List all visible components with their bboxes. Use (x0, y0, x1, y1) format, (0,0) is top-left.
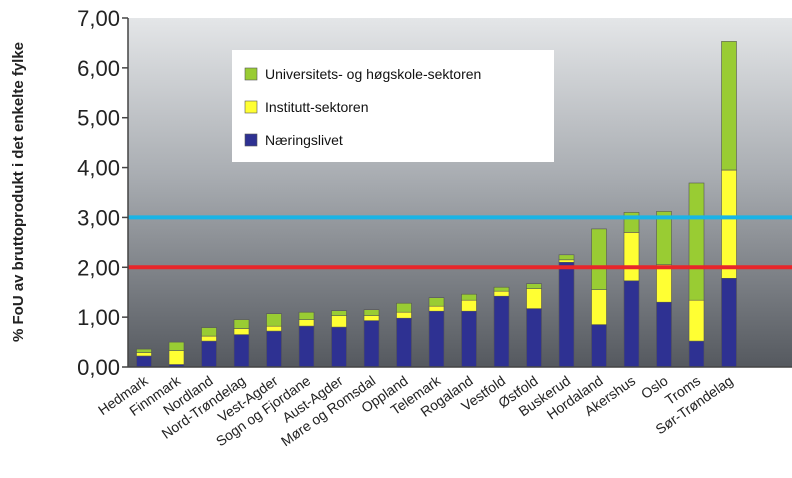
bar-segment (688, 340, 705, 368)
bar-segment (168, 341, 185, 351)
bar-segment (331, 310, 347, 317)
bar-segment (396, 317, 412, 368)
y-tick-label: 5,00 (77, 106, 120, 131)
bar-segment (331, 326, 347, 368)
bar-segment (363, 309, 380, 317)
bar-segment (331, 315, 347, 328)
bar-segment (233, 328, 250, 335)
bar-segment (493, 295, 510, 368)
bar-segment (526, 283, 542, 290)
bar-segment (201, 335, 217, 342)
bar-segment (656, 264, 672, 303)
bar-segment (493, 290, 510, 297)
y-tick-label: 7,00 (77, 6, 120, 31)
bar-segment (461, 310, 477, 368)
bar-segment (526, 308, 542, 368)
bar-segment (233, 334, 250, 368)
bar-segment (136, 355, 152, 368)
y-tick-label: 2,00 (77, 255, 120, 280)
y-tick-labels: 0,00 1,00 2,00 3,00 4,00 5,00 6,00 7,00 (77, 6, 128, 380)
bar-segment (298, 325, 315, 368)
bar-segment (396, 302, 412, 313)
y-tick-label: 3,00 (77, 205, 120, 230)
bar-segment (591, 289, 607, 325)
y-axis-label: % FoU av bruttoprodukt i det enkelte fyl… (10, 42, 27, 342)
bar-segment (721, 169, 737, 279)
bar-segment (266, 325, 282, 332)
bar-segment (233, 319, 250, 329)
bar-segment (136, 348, 152, 353)
bar-segment (363, 315, 380, 321)
bar-segment (428, 297, 445, 307)
bar-segment (688, 299, 705, 342)
bar-segment (461, 293, 477, 301)
bar-segment (136, 352, 152, 357)
legend-label: Universitets- og høgskole-sektoren (265, 66, 481, 82)
legend-swatch (244, 133, 258, 147)
bar-segment (461, 299, 477, 312)
bar-segment (558, 254, 575, 261)
bar-segment (428, 305, 445, 312)
bar-segment (363, 320, 380, 368)
legend-label: Næringslivet (265, 132, 343, 148)
bar-segment (591, 228, 607, 290)
bar-segment (623, 212, 640, 233)
y-tick-label: 4,00 (77, 156, 120, 181)
bar-segment (591, 324, 607, 368)
legend-box (232, 50, 554, 162)
legend-swatch (244, 100, 258, 114)
bar-segment (168, 350, 185, 365)
x-tick-labels: HedmarkFinnmarkNordlandNord-TrøndelagVes… (95, 372, 736, 450)
reference-lines (128, 215, 792, 270)
bar-segment (558, 259, 575, 263)
bar-segment (721, 277, 737, 368)
bar-segment (298, 319, 315, 327)
bar-segment (396, 311, 412, 319)
y-tick-label: 6,00 (77, 56, 120, 81)
bars (136, 41, 737, 368)
y-tick-label: 0,00 (77, 355, 120, 380)
bar-segment (721, 41, 737, 171)
bar-segment (201, 340, 217, 368)
bar-segment (201, 327, 217, 337)
bar-segment (688, 182, 705, 301)
bar-segment (558, 261, 575, 368)
bar-segment (623, 280, 640, 368)
legend-label: Institutt-sektoren (265, 99, 369, 115)
bar-segment (656, 211, 672, 265)
legend: Universitets- og høgskole-sektoren Instit… (232, 50, 554, 162)
y-tick-label: 1,00 (77, 305, 120, 330)
bar-segment (656, 301, 672, 368)
bar-segment (266, 313, 282, 327)
bar-segment (493, 286, 510, 292)
bar-segment (526, 288, 542, 309)
bar-segment (428, 310, 445, 368)
bar-segment (298, 311, 315, 321)
bar-segment (623, 232, 640, 282)
bar-segment (266, 330, 282, 368)
legend-swatch (244, 67, 258, 81)
